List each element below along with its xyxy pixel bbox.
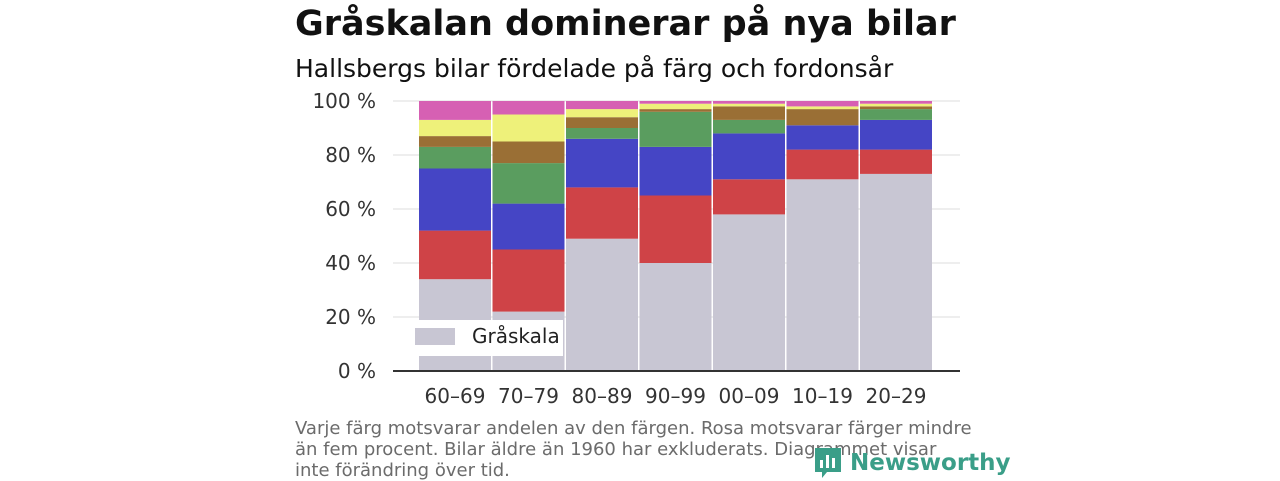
newsworthy-logo-icon	[815, 448, 841, 478]
bar-20–29-segment-Gråskala	[860, 173, 932, 371]
bar-20–29-segment-series-6	[860, 103, 932, 107]
legend-swatch-graskala	[415, 328, 455, 345]
chart-title: Gråskalan dominerar på nya bilar	[295, 4, 956, 44]
bar-80–89-segment-series-2	[566, 187, 638, 239]
bar-90–99-segment-Gråskala	[639, 263, 712, 371]
bar-90–99-segment-series-3	[639, 146, 712, 196]
x-tick-label-60–69: 60–69	[425, 384, 486, 408]
x-tick-label-80–89: 80–89	[572, 384, 633, 408]
x-tick-label-90–99: 90–99	[645, 384, 706, 408]
bar-60–69-segment-series-4	[419, 146, 491, 169]
y-tick-label-40: 40 %	[325, 251, 376, 275]
bar-20–29-segment-series-5	[860, 106, 932, 110]
bar-10–19-segment-series-5	[786, 109, 859, 126]
x-axis-tick-labels: 60–69 70–79 80–89 90–99 00–09 10–19 20–29	[425, 384, 927, 408]
bar-00–09-segment-series-3	[713, 133, 785, 180]
bar-20–29-segment-series-3	[860, 119, 932, 150]
bar-10–19-segment-series-7	[786, 101, 859, 107]
bar-10–19-segment-series-3	[786, 125, 859, 150]
bar-60–69-segment-series-5	[419, 136, 491, 147]
bar-80–89-segment-series-5	[566, 117, 638, 128]
bar-80–89-segment-series-6	[566, 109, 638, 118]
bar-00–09-segment-series-6	[713, 103, 785, 107]
bar-60–69-segment-series-6	[419, 119, 491, 137]
bar-90–99-segment-series-7	[639, 101, 712, 104]
x-tick-label-00–09: 00–09	[719, 384, 780, 408]
bar-20–29-segment-series-4	[860, 109, 932, 120]
bar-70–79-segment-series-5	[492, 141, 565, 164]
bar-90–99-segment-series-6	[639, 103, 712, 110]
bar-20–29-segment-series-7	[860, 101, 932, 104]
bar-00–09-segment-series-5	[713, 106, 785, 120]
y-tick-label-0: 0 %	[338, 359, 376, 383]
legend: Gråskala	[405, 320, 563, 356]
chart-subtitle: Hallsbergs bilar fördelade på färg och f…	[295, 54, 894, 83]
stacked-bar-chart: 0 % 20 % 40 % 60 % 80 % 100 % 60–69 70–79 80–89…	[312, 89, 960, 408]
bar-60–69-segment-series-3	[419, 168, 491, 231]
bar-60–69-segment-series-2	[419, 230, 491, 280]
bar-00–09-segment-Gråskala	[713, 214, 785, 371]
bar-90–99-segment-series-5	[639, 109, 712, 112]
bar-80–89-segment-Gråskala	[566, 238, 638, 371]
bar-80–89-segment-series-4	[566, 128, 638, 139]
bar-70–79-segment-series-3	[492, 203, 565, 250]
y-tick-label-80: 80 %	[325, 143, 376, 167]
bar-10–19-segment-Gråskala	[786, 179, 859, 371]
bar-80–89-segment-series-7	[566, 101, 638, 110]
bar-80–89-segment-series-3	[566, 138, 638, 188]
x-tick-label-10–19: 10–19	[792, 384, 853, 408]
bar-00–09-segment-series-2	[713, 179, 785, 215]
bar-90–99-segment-series-4	[639, 111, 712, 147]
bar-00–09-segment-series-4	[713, 119, 785, 134]
bar-60–69-segment-series-7	[419, 101, 491, 120]
x-tick-label-20–29: 20–29	[866, 384, 927, 408]
footnote: Varje färg motsvarar andelen av den färg…	[295, 418, 972, 481]
bar-70–79-segment-series-6	[492, 114, 565, 142]
bar-70–79-segment-series-7	[492, 101, 565, 115]
bar-00–09-segment-series-7	[713, 101, 785, 104]
bar-10–19-segment-series-2	[786, 149, 859, 180]
bar-20–29-segment-series-2	[860, 149, 932, 174]
x-tick-label-70–79: 70–79	[498, 384, 559, 408]
bar-70–79-segment-series-4	[492, 163, 565, 204]
bar-90–99-segment-series-2	[639, 195, 712, 263]
bar-10–19-segment-series-6	[786, 106, 859, 110]
brand-name: Newsworthy	[850, 450, 1011, 476]
bar-70–79-segment-series-2	[492, 249, 565, 312]
brand-logo: Newsworthy	[813, 446, 1011, 480]
y-tick-label-60: 60 %	[325, 197, 376, 221]
y-axis-tick-labels: 0 % 20 % 40 % 60 % 80 % 100 %	[312, 89, 376, 383]
y-tick-label-100: 100 %	[312, 89, 376, 113]
legend-label-graskala: Gråskala	[472, 324, 560, 348]
y-tick-label-20: 20 %	[325, 305, 376, 329]
